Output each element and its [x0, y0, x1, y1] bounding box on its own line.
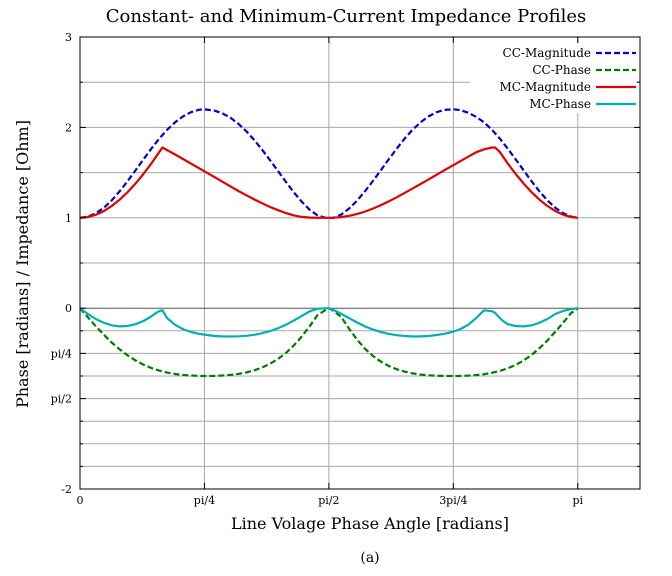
figure-caption: (a)	[360, 550, 379, 566]
x-tick-label: pi/2	[318, 494, 339, 507]
legend-label: CC-Phase	[532, 63, 591, 77]
legend-label: CC-Magnitude	[503, 46, 591, 60]
x-axis-label: Line Volage Phase Angle [radians]	[231, 514, 509, 533]
y-tick-label: -2	[61, 483, 72, 496]
grid	[80, 37, 640, 489]
y-tick-label: pi/4	[51, 347, 72, 360]
y-tick-label: pi/2	[51, 393, 72, 406]
series-mc-phase	[79, 307, 578, 338]
legend: CC-Magnitude CC-Phase MC-Magnitude MC-Phase	[470, 43, 636, 113]
y-tick-label: 1	[65, 212, 72, 225]
y-tick-label: 3	[65, 31, 72, 44]
series-cc-magnitude	[79, 108, 578, 219]
x-tick-label: pi/4	[194, 494, 215, 507]
series-lines	[79, 108, 579, 378]
legend-label: MC-Phase	[529, 97, 591, 111]
x-tick-label: 0	[77, 494, 84, 507]
legend-label: MC-Magnitude	[499, 80, 591, 94]
ticks: 0 pi/4 pi/2 3pi/4 pi -2 pi/2 pi/4 0 1 2 3	[51, 31, 640, 507]
y-tick-label: 2	[65, 121, 72, 134]
y-axis-label: Phase [radians] / Impedance [Ohm]	[13, 120, 32, 408]
x-tick-label: pi	[572, 494, 583, 507]
x-tick-label: 3pi/4	[439, 494, 467, 507]
series-mc-magnitude	[79, 146, 578, 219]
y-tick-label: 0	[65, 302, 72, 315]
chart-title: Constant- and Minimum-Current Impedance …	[106, 6, 587, 27]
legend-box	[470, 43, 636, 113]
